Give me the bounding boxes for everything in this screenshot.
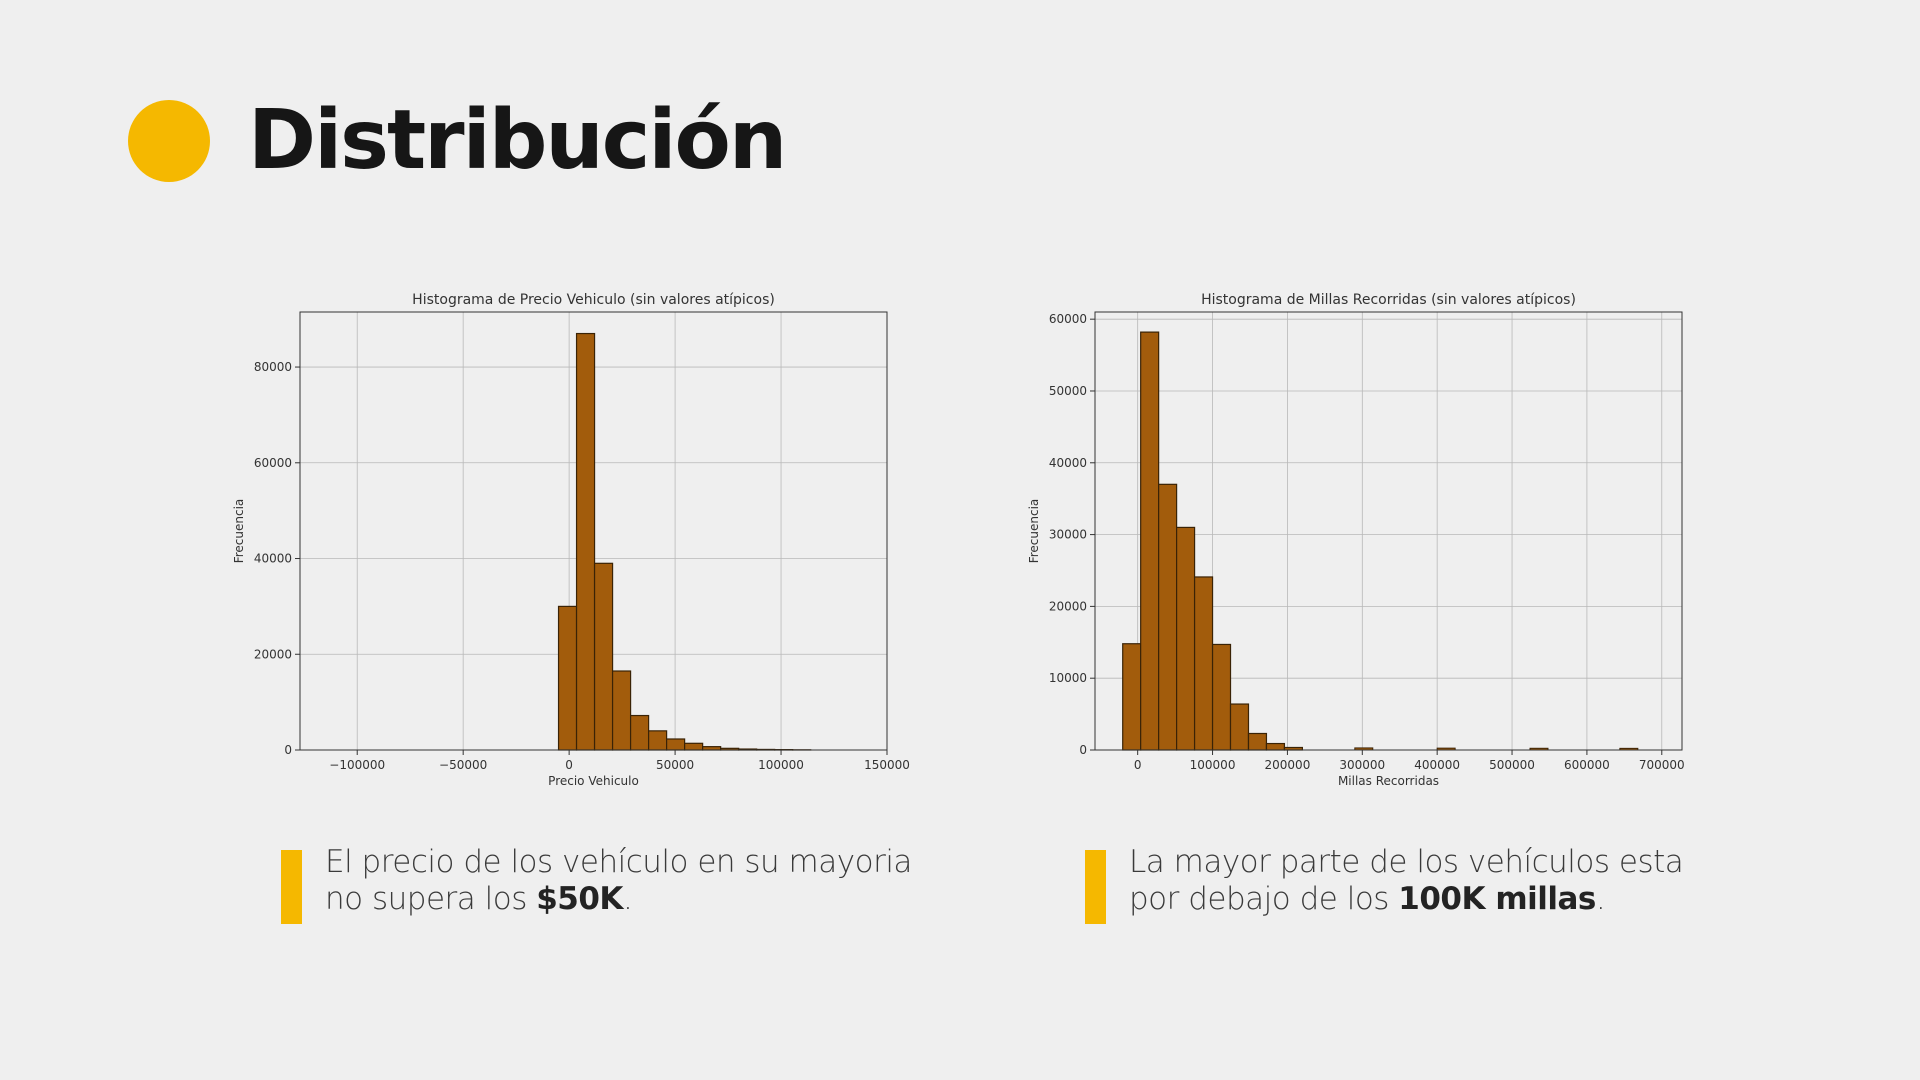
histogram-bar	[1229, 703, 1250, 751]
y-tick-label: 50000	[1049, 384, 1087, 398]
x-tick-label: 700000	[1639, 758, 1685, 772]
histogram-bar	[1140, 331, 1160, 751]
histogram-bar	[1265, 742, 1286, 751]
x-axis-label: Millas Recorridas	[1338, 774, 1439, 788]
histogram-price-svg: −100000 −50000 0 50000 100000 150000 0 20000 400…	[232, 292, 910, 788]
x-tick-label: 400000	[1414, 758, 1460, 772]
histogram-miles-svg: 0 100000 200000 300000 400000 500000 600000 700…	[1027, 292, 1685, 788]
caption-miles-highlight: 100K millas	[1398, 881, 1596, 917]
y-tick-label: 20000	[1049, 599, 1087, 613]
histogram-bar	[1193, 576, 1214, 751]
x-tick-label: 100000	[758, 758, 804, 772]
chart-title: Histograma de Precio Vehiculo (sin valor…	[412, 292, 775, 308]
y-tick-label: 40000	[254, 552, 292, 566]
histogram-bar	[1176, 526, 1196, 751]
histogram-bar	[1247, 732, 1268, 751]
y-tick-label: 40000	[1049, 456, 1087, 470]
x-tick-label: 200000	[1265, 758, 1311, 772]
caption-price-text: El precio de los vehículo en su mayoria …	[325, 844, 921, 918]
caption-miles-end: .	[1595, 881, 1606, 917]
x-tick-label: 0	[1134, 758, 1142, 772]
y-tick-label: 0	[1079, 743, 1087, 757]
caption-price-body: El precio de los vehículo en su mayoria …	[325, 844, 912, 917]
histogram-bar	[1211, 643, 1232, 751]
histogram-miles-chart: 0 100000 200000 300000 400000 500000 600000 700…	[1020, 270, 1700, 800]
caption-price-end: .	[622, 881, 633, 917]
x-tick-label: 100000	[1190, 758, 1236, 772]
x-tick-label: 50000	[656, 758, 694, 772]
caption-miles-text: La mayor parte de los vehículos esta por…	[1129, 844, 1705, 918]
x-tick-label: −100000	[329, 758, 385, 772]
caption-miles-body: La mayor parte de los vehículos esta por…	[1129, 844, 1684, 917]
y-tick-label: 80000	[254, 360, 292, 374]
histogram-bar	[557, 605, 578, 751]
histogram-bar	[684, 742, 704, 751]
caption-price-highlight: $50K	[536, 881, 623, 917]
chart-title: Histograma de Millas Recorridas (sin val…	[1201, 292, 1576, 308]
plot-frame	[299, 311, 888, 751]
page-title: Distribución	[248, 93, 787, 188]
y-axis-label: Frecuencia	[1027, 499, 1041, 564]
y-tick-label: 0	[284, 743, 292, 757]
histogram-bar	[1158, 483, 1178, 751]
x-tick-label: 300000	[1339, 758, 1385, 772]
y-tick-label: 30000	[1049, 528, 1087, 542]
histogram-bar	[666, 738, 686, 751]
x-axis-label: Precio Vehiculo	[548, 774, 639, 788]
histogram-bar	[629, 714, 650, 751]
x-tick-label: 500000	[1489, 758, 1535, 772]
histogram-bar	[647, 730, 668, 751]
histogram-bar	[702, 746, 722, 751]
histogram-bar	[611, 670, 632, 751]
histogram-bar	[1122, 643, 1142, 751]
x-tick-label: 150000	[864, 758, 910, 772]
caption-accent-bar	[281, 850, 302, 924]
x-tick-label: −50000	[439, 758, 487, 772]
y-tick-label: 10000	[1049, 671, 1087, 685]
y-tick-label: 60000	[254, 456, 292, 470]
plot-frame	[1094, 311, 1683, 751]
title-dot	[128, 100, 210, 182]
y-tick-label: 20000	[254, 647, 292, 661]
histogram-bar	[575, 332, 596, 751]
y-tick-label: 60000	[1049, 312, 1087, 326]
histogram-price-chart: −100000 −50000 0 50000 100000 150000 0 20000 400…	[225, 270, 910, 800]
x-tick-label: 0	[565, 758, 573, 772]
caption-accent-bar	[1085, 850, 1106, 924]
y-axis-label: Frecuencia	[232, 499, 246, 564]
x-tick-label: 600000	[1564, 758, 1610, 772]
histogram-bar	[593, 562, 614, 751]
